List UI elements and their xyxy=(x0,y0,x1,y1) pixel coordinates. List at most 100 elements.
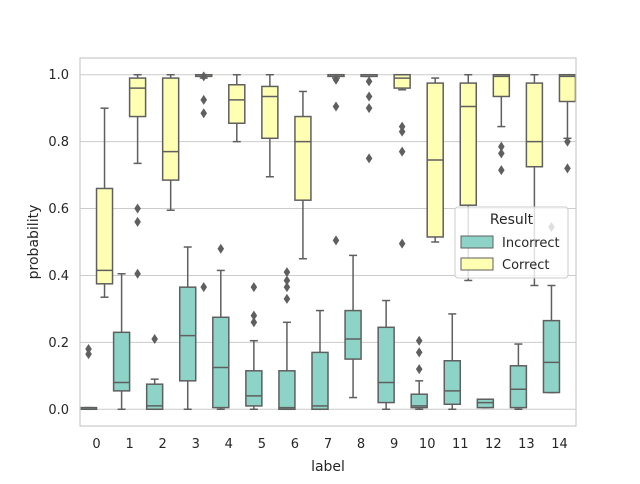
box-incorrect-7 xyxy=(311,309,329,411)
box-incorrect-8 xyxy=(344,254,362,399)
legend-swatch-correct xyxy=(460,257,494,271)
outlier-point xyxy=(398,121,406,132)
box-body xyxy=(377,326,395,404)
y-tick-label: 0.2 xyxy=(48,336,69,351)
legend: Result Incorrect Correct xyxy=(454,206,569,279)
box-body xyxy=(212,316,230,409)
box-body xyxy=(112,331,131,392)
box-incorrect-13 xyxy=(509,343,528,411)
outlier-point xyxy=(134,216,141,227)
outlier-point xyxy=(283,282,291,293)
outlier-point xyxy=(415,364,423,375)
box-body xyxy=(245,370,263,407)
outlier-point xyxy=(365,103,373,114)
y-tick-label: 0.0 xyxy=(48,403,69,418)
y-tick-label: 0.4 xyxy=(48,269,69,284)
box-incorrect-6 xyxy=(278,267,296,411)
x-tick-label: 7 xyxy=(324,437,332,452)
legend-swatch-incorrect xyxy=(460,235,494,249)
box-body xyxy=(261,85,279,140)
plot-frame xyxy=(79,57,577,427)
box-correct-7 xyxy=(327,73,345,246)
x-tick-label: 12 xyxy=(485,437,502,452)
y-tick-label: 0.6 xyxy=(48,202,69,217)
box-body xyxy=(294,115,312,201)
box-correct-6 xyxy=(294,90,312,260)
outlier-point xyxy=(398,238,406,249)
x-tick-label: 4 xyxy=(225,437,233,452)
x-axis-label: label xyxy=(311,459,345,475)
outlier-point xyxy=(200,94,208,105)
box-body xyxy=(228,84,246,124)
box-body xyxy=(410,393,428,409)
box-body xyxy=(525,82,544,168)
box-incorrect-2 xyxy=(145,334,164,411)
outlier-point xyxy=(415,347,423,358)
outlier-point xyxy=(332,101,340,112)
x-tick-label: 0 xyxy=(92,437,100,452)
box-body xyxy=(459,82,478,206)
box-correct-10 xyxy=(426,77,444,243)
outlier-point xyxy=(564,163,571,174)
legend-label-incorrect: Incorrect xyxy=(502,236,560,251)
box-body xyxy=(278,370,296,411)
outlier-point xyxy=(365,91,373,102)
outlier-point xyxy=(365,76,373,87)
x-tick-label: 13 xyxy=(518,437,535,452)
box-body xyxy=(145,383,164,411)
outlier-point xyxy=(283,267,291,278)
box-incorrect-4 xyxy=(212,243,230,411)
x-tick-label: 8 xyxy=(357,437,365,452)
box-incorrect-10 xyxy=(410,335,428,411)
outlier-point xyxy=(332,235,340,246)
box-body xyxy=(443,360,462,406)
box-incorrect-9 xyxy=(377,299,395,411)
y-tick-label: 1.0 xyxy=(48,68,69,83)
outlier-point xyxy=(498,165,505,176)
box-body xyxy=(558,73,577,103)
outlier-point xyxy=(283,293,291,304)
box-body xyxy=(509,365,528,409)
legend-label-correct: Correct xyxy=(502,258,549,273)
box-incorrect-11 xyxy=(443,313,462,411)
outlier-point xyxy=(85,344,92,355)
legend-title: Result xyxy=(490,212,534,228)
outlier-point xyxy=(250,282,258,293)
box-body xyxy=(128,77,147,118)
y-axis-label: probability xyxy=(26,205,42,280)
box-incorrect-1 xyxy=(112,273,131,411)
box-correct-0 xyxy=(95,107,114,298)
outlier-point xyxy=(200,71,208,82)
outlier-point xyxy=(151,334,158,345)
x-tick-label: 11 xyxy=(452,437,469,452)
box-incorrect-12 xyxy=(476,398,495,409)
box-body xyxy=(161,77,180,181)
box-body xyxy=(178,286,197,382)
outlier-point xyxy=(398,146,406,157)
x-tick-label: 1 xyxy=(125,437,133,452)
outlier-point xyxy=(134,268,141,279)
box-incorrect-0 xyxy=(79,344,98,411)
box-correct-12 xyxy=(492,73,511,176)
outlier-point xyxy=(398,126,406,137)
outlier-point xyxy=(283,275,291,286)
outlier-point xyxy=(332,74,340,85)
outlier-point xyxy=(365,153,373,164)
x-tick-label: 14 xyxy=(551,437,568,452)
box-correct-3 xyxy=(194,71,213,293)
box-body xyxy=(344,309,362,360)
x-tick-label: 10 xyxy=(419,437,436,452)
outlier-point xyxy=(250,310,258,321)
outlier-point xyxy=(85,349,92,360)
x-tick-label: 6 xyxy=(291,437,299,452)
outlier-point xyxy=(498,148,505,159)
box-incorrect-14 xyxy=(542,221,561,394)
x-ticks: 0 1 2 3 4 5 6 7 8 9 10 11 12 13 14 xyxy=(92,437,567,452)
box-correct-1 xyxy=(128,73,147,279)
y-ticks: 0.0 0.2 0.4 0.6 0.8 1.0 xyxy=(48,68,69,418)
box-correct-4 xyxy=(228,73,246,143)
box-correct-9 xyxy=(393,73,411,249)
x-tick-label: 3 xyxy=(192,437,200,452)
outlier-point xyxy=(200,282,208,293)
